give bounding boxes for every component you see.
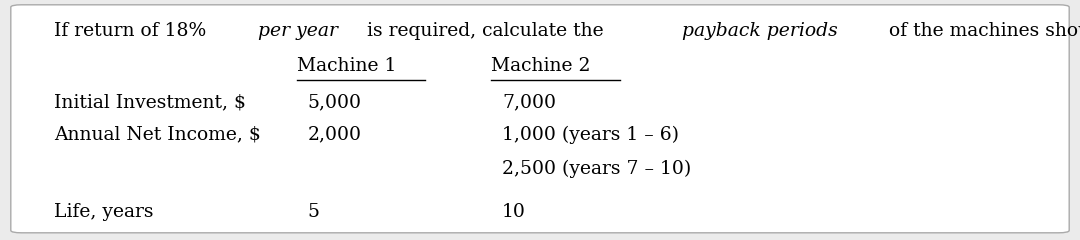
Text: Machine 2: Machine 2 xyxy=(491,57,591,75)
Text: is required, calculate the: is required, calculate the xyxy=(362,22,610,40)
Text: 10: 10 xyxy=(502,204,526,221)
Text: 5,000: 5,000 xyxy=(308,93,362,111)
FancyBboxPatch shape xyxy=(11,5,1069,233)
Text: 2,000: 2,000 xyxy=(308,125,362,144)
Text: 1,000 (years 1 – 6): 1,000 (years 1 – 6) xyxy=(502,125,679,144)
Text: 7,000: 7,000 xyxy=(502,93,556,111)
Text: per year: per year xyxy=(258,22,338,40)
Text: If return of 18%: If return of 18% xyxy=(54,22,213,40)
Text: Annual Net Income, $: Annual Net Income, $ xyxy=(54,125,260,144)
Text: Life, years: Life, years xyxy=(54,204,153,221)
Text: payback periods: payback periods xyxy=(683,22,838,40)
Text: 2,500 (years 7 – 10): 2,500 (years 7 – 10) xyxy=(502,160,691,178)
Text: of the machines shown below.: of the machines shown below. xyxy=(883,22,1080,40)
Text: 5: 5 xyxy=(308,204,320,221)
Text: Machine 1: Machine 1 xyxy=(297,57,396,75)
Text: Initial Investment, $: Initial Investment, $ xyxy=(54,93,246,111)
